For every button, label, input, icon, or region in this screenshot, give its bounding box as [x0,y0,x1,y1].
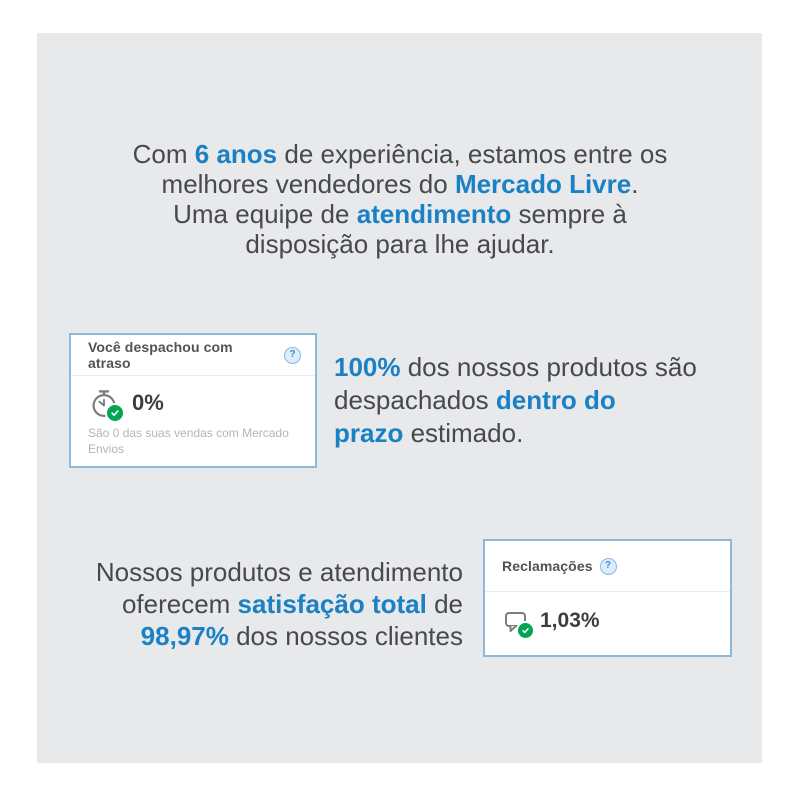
highlight-atendimento: atendimento [356,199,512,229]
highlight-dentro-do: dentro do [495,385,616,415]
text-segment: estimado. [403,418,524,448]
highlight-100-percent: 100% [334,352,401,382]
highlight-mercado-livre: Mercado Livre [454,169,632,199]
intro-paragraph: Com 6 anos de experiência, estamos entre… [60,139,740,259]
claim-line: Nossos produtos e atendimento [60,556,463,588]
shipping-card-title: Você despachou com atraso [88,339,233,371]
text-segment: disposição para lhe ajudar. [245,229,555,259]
text-segment: sempre à [511,199,627,229]
claim-line: oferecem satisfação total de [60,588,463,620]
highlight-98-97-percent: 98,97% [140,621,229,651]
claim-line: 100% dos nossos produtos são [334,351,734,384]
shipping-metric-value: 0% [132,390,164,415]
intro-line-3: Uma equipe de atendimento sempre à [60,199,740,229]
help-question-icon[interactable]: ? [284,346,301,364]
satisfaction-claim-text: Nossos produtos e atendimento oferecem s… [60,556,463,652]
highlight-6-anos: 6 anos [194,139,278,169]
highlight-prazo: prazo [334,418,404,448]
intro-line-1: Com 6 anos de experiência, estamos entre… [60,139,740,169]
claim-line: 98,97% dos nossos clientes [60,620,463,652]
text-segment: Nossos produtos e atendimento [95,557,463,587]
text-segment: dos nossos produtos são [400,352,697,382]
shipping-claim-text: 100% dos nossos produtos são despachados… [334,351,734,450]
claims-card-header: Reclamações ? [485,541,730,592]
shipping-card-header: Você despachou com atraso ? [71,335,315,376]
check-badge-icon [107,405,123,421]
claims-card-body: 1,03% [485,592,730,638]
text-segment: dos nossos clientes [228,621,463,651]
shipping-card-caption: São 0 das suas vendas com Mercado Envios [88,426,289,456]
claim-line: prazo estimado. [334,417,734,450]
check-badge-icon [518,623,533,638]
help-question-icon[interactable]: ? [599,557,617,575]
chat-bubble-icon [502,607,533,638]
text-segment: de [426,589,463,619]
shipping-metric-card: Você despachou com atraso ? 0% [69,333,317,468]
intro-line-2: melhores vendedores do Mercado Livre. [60,169,740,199]
claims-metric-row: 1,03% [502,607,718,638]
text-segment: oferecem [121,589,238,619]
highlight-satisfacao-total: satisfação total [237,589,427,619]
text-segment: de experiência, estamos entre os [277,139,668,169]
intro-line-4: disposição para lhe ajudar. [60,229,740,259]
text-segment: despachados [334,385,496,415]
text-segment: Com [132,139,195,169]
claim-line: despachados dentro do [334,384,734,417]
shipping-metric-row: 0% [88,387,303,421]
shipping-card-body: 0% São 0 das suas vendas com Mercado Env… [71,376,315,457]
claims-metric-card: Reclamações ? 1,03% [483,539,732,657]
text-segment: melhores vendedores do [161,169,455,199]
text-segment: Uma equipe de [173,199,357,229]
claims-metric-value: 1,03% [540,609,600,632]
text-segment: . [631,169,639,199]
stopwatch-icon [88,387,123,421]
claims-card-title: Reclamações [502,558,593,574]
